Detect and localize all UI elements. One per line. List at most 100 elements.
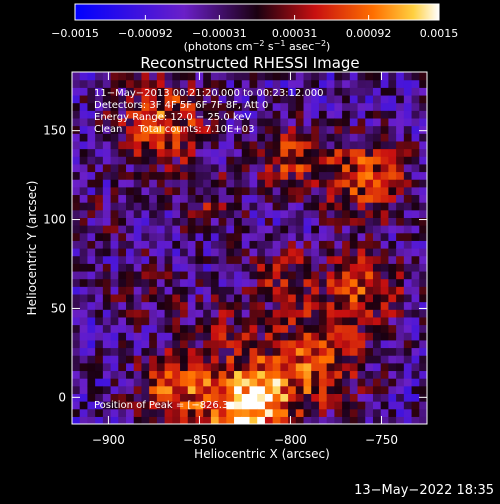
heatmap-cell <box>403 186 413 196</box>
heatmap-cell <box>380 370 390 379</box>
heatmap-cell <box>203 401 212 410</box>
heatmap-cell <box>141 171 150 180</box>
heatmap-cell <box>342 278 351 287</box>
heatmap-cell <box>357 293 366 303</box>
heatmap-cell <box>118 209 127 218</box>
heatmap-cell <box>303 316 312 326</box>
heatmap-cell <box>226 370 235 379</box>
heatmap-cell <box>133 309 143 318</box>
heatmap-cell <box>295 125 305 134</box>
heatmap-cell <box>149 179 158 188</box>
heatmap-cell <box>349 87 359 96</box>
heatmap-cell <box>180 370 189 379</box>
heatmap-cell <box>172 385 181 394</box>
heatmap-cell <box>210 324 220 333</box>
heatmap-cell <box>357 232 366 241</box>
heatmap-cell <box>419 125 427 134</box>
heatmap-cell <box>87 133 96 142</box>
heatmap-cell <box>79 194 89 203</box>
heatmap-cell <box>326 102 335 111</box>
heatmap-cell <box>280 286 289 295</box>
heatmap-cell <box>318 79 328 88</box>
heatmap-cell <box>95 408 104 417</box>
heatmap-cell <box>380 79 390 88</box>
heatmap-cell <box>249 194 258 203</box>
heatmap-cell <box>172 110 181 119</box>
heatmap-cell <box>133 209 143 218</box>
heatmap-cell <box>264 240 274 249</box>
heatmap-cell <box>195 255 204 264</box>
heatmap-cell <box>234 225 243 234</box>
heatmap-cell <box>156 102 166 111</box>
heatmap-cell <box>102 278 112 287</box>
heatmap-cell <box>172 408 181 417</box>
heatmap-cell <box>203 301 212 310</box>
heatmap-cell <box>411 87 420 96</box>
heatmap-cell <box>318 255 328 264</box>
heatmap-cell <box>303 263 312 272</box>
heatmap-cell <box>133 117 143 127</box>
heatmap-cell <box>187 171 197 180</box>
heatmap-cell <box>295 263 305 272</box>
heatmap-cell <box>156 232 166 241</box>
heatmap-cell <box>349 202 359 211</box>
heatmap-cell <box>149 385 158 394</box>
heatmap-cell <box>403 355 413 364</box>
heatmap-cell <box>133 232 143 241</box>
heatmap-cell <box>342 286 351 295</box>
colorbar: −0.0015 −0.00092 −0.00031 0.00031 0.00092 0.0… <box>51 3 458 53</box>
heatmap-cell <box>380 163 390 173</box>
heatmap-cell <box>303 140 312 150</box>
heatmap-cell <box>272 225 281 234</box>
heatmap-cell <box>118 194 127 203</box>
heatmap-cell <box>226 355 235 364</box>
heatmap-cell <box>249 309 258 318</box>
heatmap-cell <box>110 316 119 326</box>
heatmap-cell <box>288 232 297 241</box>
heatmap-cell <box>218 378 227 387</box>
heatmap-cell <box>210 125 220 134</box>
heatmap-cell <box>272 278 281 287</box>
heatmap-cell <box>365 163 374 173</box>
heatmap-cell <box>172 309 181 318</box>
heatmap-cell <box>133 133 143 142</box>
heatmap-cell <box>311 378 320 387</box>
heatmap-cell <box>79 240 89 249</box>
heatmap-cell <box>295 217 305 226</box>
heatmap-cell <box>288 408 297 417</box>
heatmap-cell <box>372 171 382 180</box>
heatmap-cell <box>195 324 204 333</box>
heatmap-cell <box>372 156 382 165</box>
heatmap-cell <box>388 401 397 410</box>
heatmap-cell <box>388 72 397 81</box>
heatmap-cell <box>372 255 382 264</box>
heatmap-cell <box>288 171 297 180</box>
heatmap-cell <box>126 401 135 410</box>
heatmap-cell <box>79 94 89 104</box>
heatmap-cell <box>156 87 166 96</box>
heatmap-cell <box>326 393 335 402</box>
heatmap-cell <box>272 370 281 379</box>
heatmap-cell <box>349 347 359 356</box>
heatmap-cell <box>349 194 359 203</box>
heatmap-cell <box>180 416 189 424</box>
heatmap-cell <box>180 286 189 295</box>
heatmap-cell <box>172 393 181 402</box>
heatmap-cell <box>357 378 366 387</box>
heatmap-cell <box>133 110 143 119</box>
heatmap-cell <box>218 293 227 303</box>
heatmap-cell <box>342 232 351 241</box>
heatmap-cell <box>280 370 289 379</box>
heatmap-cell <box>172 148 181 157</box>
heatmap-cell <box>411 194 420 203</box>
heatmap-cell <box>257 347 266 356</box>
heatmap-cell <box>87 401 96 410</box>
heatmap-cell <box>396 347 405 356</box>
heatmap-cell <box>403 209 413 218</box>
heatmap-cell <box>210 240 220 249</box>
heatmap-cell <box>203 309 212 318</box>
heatmap-cell <box>288 393 297 402</box>
heatmap-cell <box>195 293 204 303</box>
heatmap-cell <box>334 255 343 264</box>
heatmap-cell <box>372 286 382 295</box>
